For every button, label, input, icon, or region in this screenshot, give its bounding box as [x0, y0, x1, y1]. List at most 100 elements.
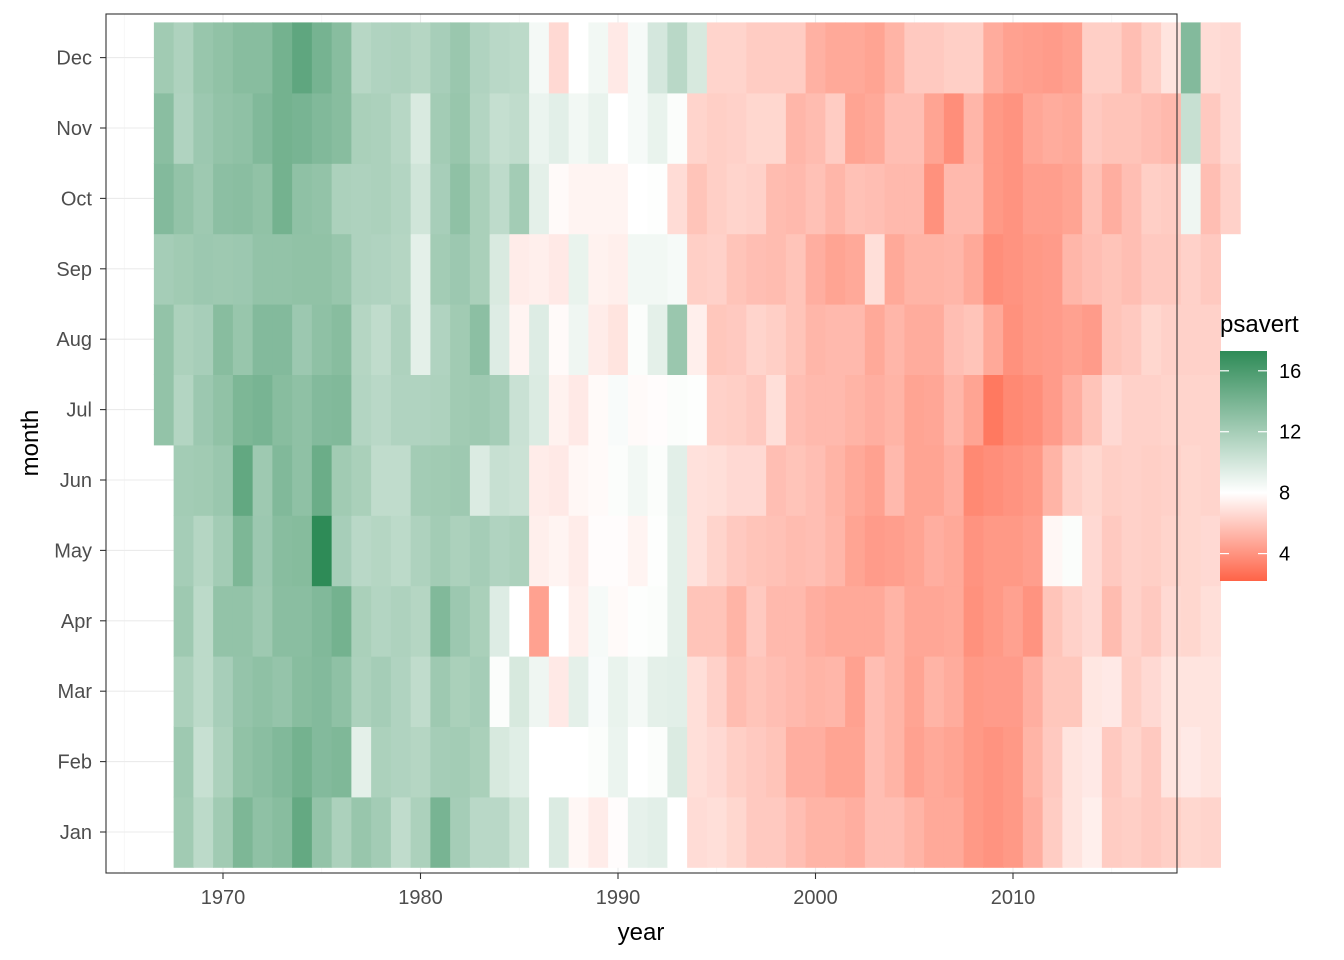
heatmap-tile: [351, 656, 372, 727]
heatmap-tile: [1161, 22, 1182, 94]
heatmap-tile: [1200, 22, 1221, 94]
heatmap-tile: [371, 796, 392, 868]
heatmap-tile: [1141, 233, 1162, 305]
heatmap-tile: [845, 515, 866, 587]
heatmap-tile: [746, 304, 767, 375]
heatmap-tile: [647, 726, 668, 798]
y-tick-label: Jun: [60, 470, 92, 492]
heatmap-tile: [785, 585, 807, 657]
heatmap-tile: [687, 726, 708, 798]
heatmap-tile: [667, 656, 688, 727]
heatmap-tile: [173, 726, 194, 798]
heatmap-tile: [924, 796, 945, 868]
heatmap-tile: [252, 163, 273, 235]
heatmap-tile: [1022, 444, 1044, 516]
heatmap-tile: [568, 726, 589, 798]
heatmap-tile: [529, 22, 550, 94]
heatmap-tile: [845, 374, 866, 446]
heatmap-tile: [193, 163, 214, 235]
heatmap-tile: [529, 796, 550, 868]
heatmap-tile: [687, 374, 708, 446]
heatmap-tile: [272, 585, 293, 657]
heatmap-tile: [983, 656, 1004, 727]
heatmap-tile: [529, 515, 550, 587]
heatmap-tile: [153, 22, 175, 94]
heatmap-tile: [213, 92, 234, 164]
heatmap-tile: [924, 444, 945, 516]
heatmap-tile: [825, 163, 846, 235]
heatmap-tile: [588, 22, 609, 94]
heatmap-tile: [687, 233, 708, 305]
heatmap-tile: [1180, 585, 1202, 657]
heatmap-tile: [904, 444, 925, 516]
heatmap-tile: [845, 796, 866, 868]
heatmap-tile: [1141, 515, 1162, 587]
heatmap-tile: [588, 163, 609, 235]
heatmap-tile: [1042, 726, 1063, 798]
heatmap-tile: [1121, 233, 1142, 305]
heatmap-tile: [390, 585, 412, 657]
heatmap-tile: [252, 233, 273, 305]
legend-colorbar: [1220, 351, 1267, 581]
heatmap-tile: [1200, 163, 1221, 235]
heatmap-tile: [766, 163, 787, 235]
heatmap-tile: [331, 726, 352, 798]
heatmap-tile: [568, 22, 589, 94]
heatmap-tile: [1022, 304, 1044, 375]
heatmap-tile: [390, 233, 412, 305]
heatmap-tile: [983, 726, 1004, 798]
heatmap-tile: [1082, 656, 1103, 727]
heatmap-tile: [687, 92, 708, 164]
heatmap-tile: [785, 304, 807, 375]
heatmap-tile: [232, 304, 254, 375]
heatmap-tile: [647, 92, 668, 164]
heatmap-tile: [1042, 22, 1063, 94]
heatmap-tile: [884, 163, 905, 235]
heatmap-tile: [351, 22, 372, 94]
heatmap-tile: [647, 585, 668, 657]
heatmap-tile: [371, 233, 392, 305]
heatmap-tile: [450, 92, 471, 164]
y-tick-label: Jan: [60, 822, 92, 844]
heatmap-tile: [213, 444, 234, 516]
heatmap-tile: [1082, 796, 1103, 868]
heatmap-tile: [884, 585, 905, 657]
heatmap-tile: [647, 656, 668, 727]
heatmap-tile: [924, 22, 945, 94]
heatmap-tile: [1101, 304, 1123, 375]
heatmap-tile: [568, 515, 589, 587]
heatmap-tile: [746, 515, 767, 587]
heatmap-tile: [805, 374, 826, 446]
heatmap-tile: [884, 656, 905, 727]
heatmap-tile: [864, 726, 886, 798]
heatmap-tile: [766, 515, 787, 587]
heatmap-tile: [430, 656, 451, 727]
heatmap-tile: [1161, 233, 1182, 305]
heatmap-tile: [1003, 585, 1024, 657]
heatmap-tile: [351, 374, 372, 446]
heatmap-tile: [331, 22, 352, 94]
heatmap-tile: [410, 233, 431, 305]
heatmap-tile: [864, 22, 886, 94]
heatmap-tile: [193, 726, 214, 798]
heatmap-tile: [450, 444, 471, 516]
heatmap-tile: [726, 233, 747, 305]
heatmap-tile: [1022, 796, 1044, 868]
heatmap-tile: [311, 444, 333, 516]
heatmap-tile: [1121, 444, 1142, 516]
heatmap-tile: [489, 233, 510, 305]
heatmap-tile: [884, 515, 905, 587]
heatmap-tile: [608, 656, 629, 727]
heatmap-tile: [608, 585, 629, 657]
heatmap-tile: [1200, 585, 1221, 657]
heatmap-tile: [331, 444, 352, 516]
heatmap-tile: [706, 796, 728, 868]
heatmap-tile: [548, 444, 570, 516]
heatmap-tile: [647, 233, 668, 305]
heatmap-tile: [1082, 163, 1103, 235]
heatmap-tile: [509, 656, 530, 727]
heatmap-tile: [963, 585, 984, 657]
heatmap-tile: [1141, 796, 1162, 868]
heatmap-tile: [1062, 656, 1083, 727]
heatmap-tile: [825, 796, 846, 868]
